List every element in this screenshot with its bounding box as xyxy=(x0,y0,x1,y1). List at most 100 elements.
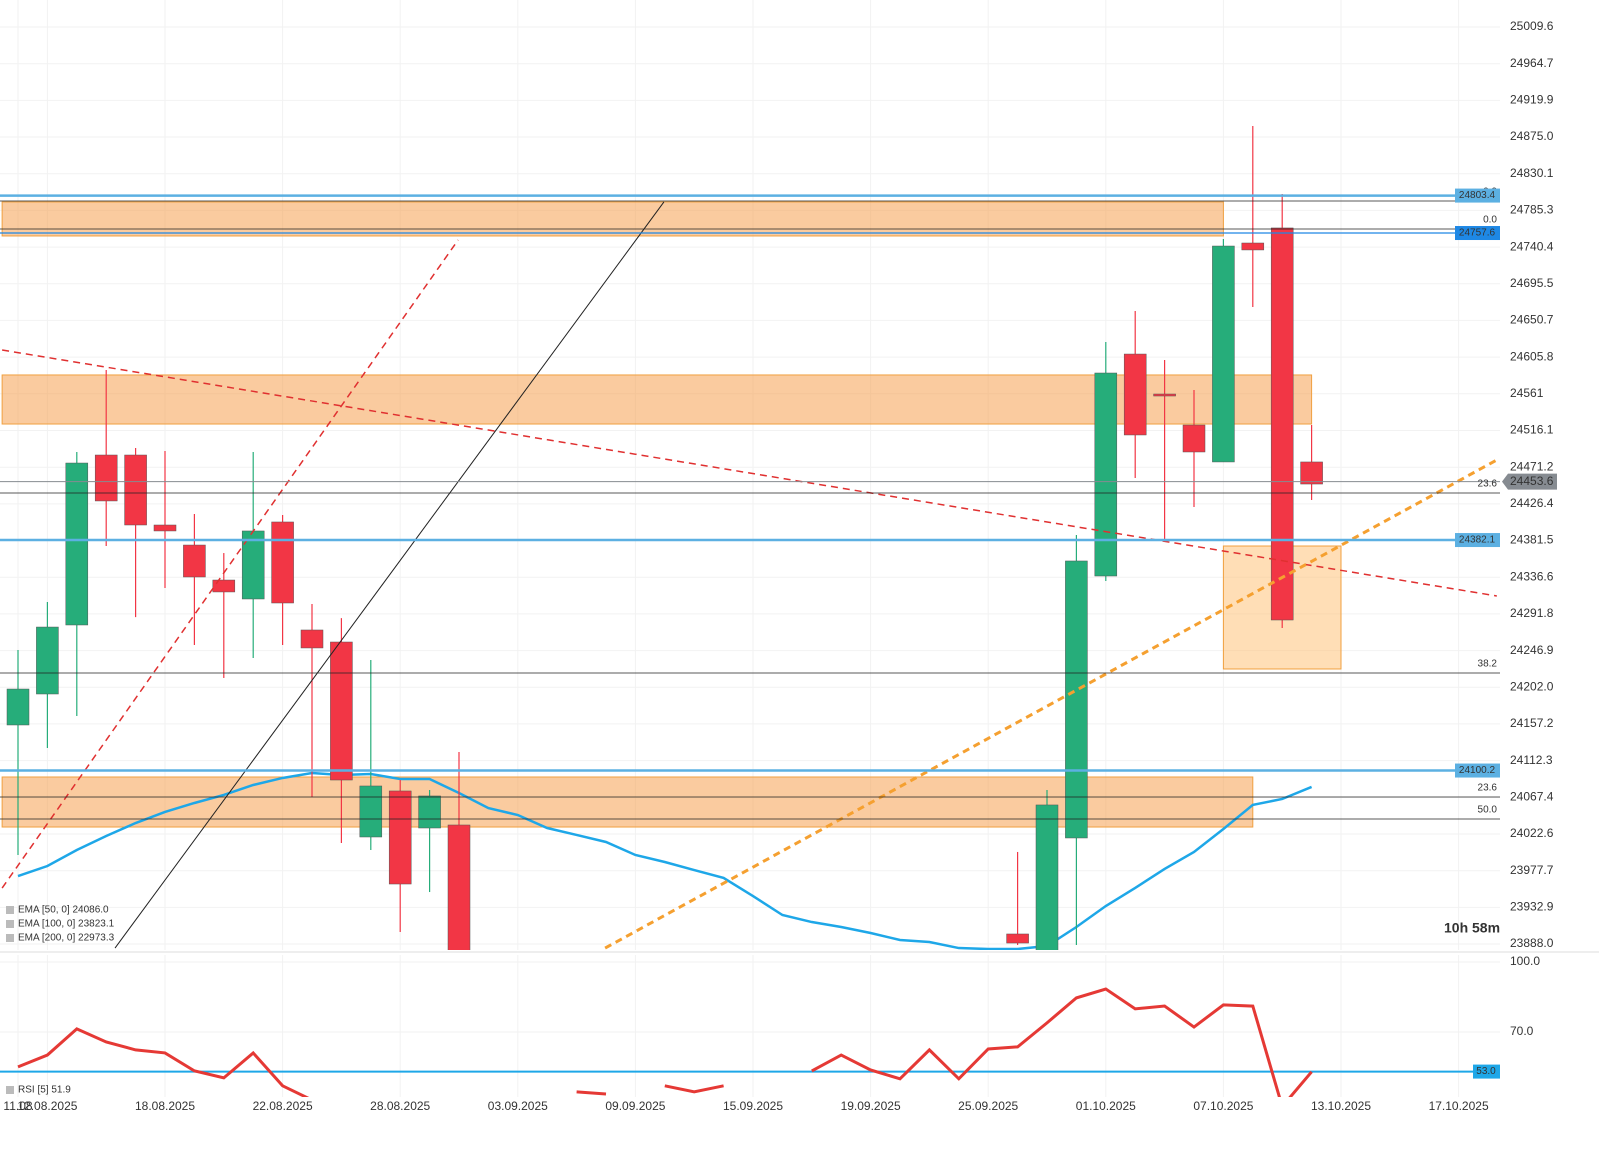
x-tick-label: 09.09.2025 xyxy=(605,1099,665,1113)
y-tick-label: 24426.4 xyxy=(1510,496,1554,510)
legend-entry: EMA [100, 0] 23823.1 xyxy=(18,919,115,930)
y-tick-label: 24785.3 xyxy=(1510,203,1554,217)
x-tick-label: 11.08 xyxy=(3,1099,32,1113)
zone xyxy=(1,201,1224,237)
y-tick-label: 24471.2 xyxy=(1510,459,1554,473)
y-tick-label: 24336.6 xyxy=(1510,569,1554,583)
x-tick-label: 01.10.2025 xyxy=(1076,1099,1136,1113)
rsi-pane xyxy=(0,955,1500,1097)
y-tick-label: 24516.1 xyxy=(1510,423,1554,437)
x-tick-label: 18.08.2025 xyxy=(135,1099,195,1113)
candle-body xyxy=(65,462,89,626)
candle-body xyxy=(1270,227,1294,621)
countdown: 10h 58m xyxy=(1444,920,1500,936)
x-tick-label: 22.08.2025 xyxy=(253,1099,313,1113)
level-label-bg xyxy=(1455,226,1500,241)
y-tick-label: 24695.5 xyxy=(1510,276,1554,290)
y-tick-label: 24202.0 xyxy=(1510,679,1554,693)
overlay: 25009.6 24964.7 24919.9 24875.0 24830.1 24785… xyxy=(3,19,1557,1113)
x-tick-label: 13.10.2025 xyxy=(1311,1099,1371,1113)
candle-body xyxy=(388,790,412,885)
y-tick-label: 24740.4 xyxy=(1510,239,1554,253)
level-label: 24100.2 xyxy=(1459,765,1496,776)
current-price-bg xyxy=(1502,473,1557,490)
candle-body xyxy=(1241,242,1265,251)
fib-label: 0.0 xyxy=(1483,215,1497,226)
candle-body xyxy=(1094,372,1118,577)
rsi-level-bg xyxy=(1473,1064,1500,1079)
y-tick-label: 23932.9 xyxy=(1510,899,1554,913)
legend-icon xyxy=(6,906,14,914)
x-tick-label: 15.09.2025 xyxy=(723,1099,783,1113)
legend-icon xyxy=(6,1086,14,1094)
legend-entry: EMA [200, 0] 22973.3 xyxy=(18,933,115,944)
y-tick-label: 24157.2 xyxy=(1510,716,1554,730)
trendline xyxy=(604,458,1498,950)
current-price-label: 24453.6 xyxy=(1510,474,1554,488)
candle-body xyxy=(6,688,30,726)
legend-icon xyxy=(6,920,14,928)
candle-body xyxy=(1065,560,1088,839)
x-tick-label: 28.08.2025 xyxy=(370,1099,430,1113)
legend-entry: EMA [50, 0] 24086.0 xyxy=(18,905,109,916)
price-pane xyxy=(0,0,1500,950)
candle-body xyxy=(153,524,177,532)
fib-label: 23.6 xyxy=(1478,479,1498,490)
y-tick-label: 24919.9 xyxy=(1510,92,1554,106)
rsi-line xyxy=(17,987,1313,1097)
candle-body xyxy=(1035,804,1059,950)
fib-label: 23.6 xyxy=(1478,783,1498,794)
x-tick-label: 19.09.2025 xyxy=(841,1099,901,1113)
candle-body xyxy=(1123,353,1147,436)
y-tick-label: 23977.7 xyxy=(1510,863,1554,877)
y-tick-label: 25009.6 xyxy=(1510,19,1554,33)
legend-icon xyxy=(6,934,14,942)
y-tick-label: 24022.6 xyxy=(1510,826,1554,840)
y-tick-label: 24246.9 xyxy=(1510,643,1554,657)
x-tick-label: 07.10.2025 xyxy=(1193,1099,1253,1113)
x-tick-label: 12.08.2025 xyxy=(17,1099,77,1113)
zone xyxy=(1,374,1313,425)
candle-body xyxy=(1182,424,1206,453)
candle-body xyxy=(330,641,353,781)
candle-body xyxy=(124,454,147,526)
candle-body xyxy=(447,824,471,950)
candle-body xyxy=(183,544,206,578)
candle-body xyxy=(1153,393,1176,397)
y-tick-label: 24112.3 xyxy=(1510,753,1553,767)
y-tick-label: 24964.7 xyxy=(1510,56,1554,70)
candle-body xyxy=(36,626,59,695)
y-tick-label: 23888.0 xyxy=(1510,936,1554,950)
rsi-legend: RSI [5] 51.9 xyxy=(18,1085,71,1096)
x-tick-label: 25.09.2025 xyxy=(958,1099,1018,1113)
level-label-bg xyxy=(1455,763,1500,778)
rsi-tick-label: 100.0 xyxy=(1510,954,1540,968)
fib-label: 38.2 xyxy=(1478,659,1498,670)
y-tick-label: 24650.7 xyxy=(1510,313,1554,327)
fib-label: 50.0 xyxy=(1478,805,1498,816)
candle-body xyxy=(94,454,118,502)
level-label: 24382.1 xyxy=(1459,535,1496,546)
ema-line xyxy=(17,771,1313,950)
y-tick-label: 24067.4 xyxy=(1510,790,1554,804)
level-label-bg xyxy=(1455,533,1500,548)
y-tick-label: 24875.0 xyxy=(1510,129,1554,143)
x-tick-label: 03.09.2025 xyxy=(488,1099,548,1113)
y-tick-label: 24605.8 xyxy=(1510,349,1554,363)
level-label: 24757.6 xyxy=(1459,228,1496,239)
level-label: 24803.4 xyxy=(1459,190,1496,201)
candle-body xyxy=(300,629,324,649)
candle-body xyxy=(418,795,441,829)
y-tick-label: 24291.8 xyxy=(1510,606,1554,620)
rsi-level-label: 53.0 xyxy=(1476,1066,1496,1077)
trendline xyxy=(2,349,1497,597)
candle-body xyxy=(212,579,236,593)
trendline xyxy=(1,239,459,889)
trendline xyxy=(114,201,665,949)
candle-body xyxy=(359,785,383,838)
rsi-tick-label: 70.0 xyxy=(1510,1024,1534,1038)
x-tick-label: 17.10.2025 xyxy=(1429,1099,1489,1113)
